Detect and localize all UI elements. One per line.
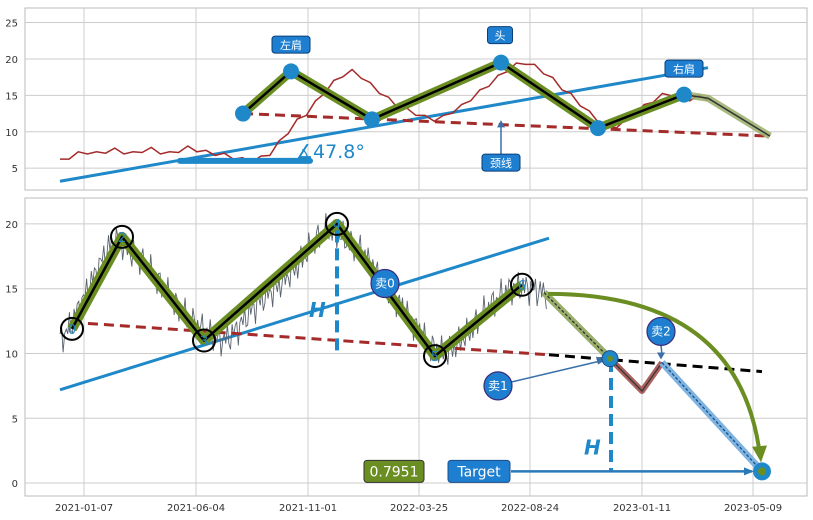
bottom-y-tick-label: 15 (5, 285, 18, 296)
bottom-neckline-extension (548, 353, 763, 374)
target-box (447, 459, 511, 483)
top-label-box (664, 59, 704, 78)
sell-arrow-head (657, 352, 665, 360)
top-neckline (242, 112, 771, 138)
projection-dip-line (609, 358, 663, 392)
sell-arrow-head (596, 356, 606, 365)
bottom-x-tick-label: 2022-03-25 (390, 503, 448, 514)
sell-circle-text: 卖1 (488, 379, 508, 393)
target-connector-head (744, 467, 754, 476)
pivot-circle (60, 316, 84, 341)
pivot-label: 3 (200, 335, 208, 350)
bottom-x-tick-label: 2021-01-07 (55, 503, 113, 514)
target-curve-arrow-head (752, 445, 767, 463)
top-pivot-dot (493, 54, 509, 71)
top-label-text: 左肩 (280, 38, 302, 52)
bottom-pattern-line (70, 222, 523, 358)
bottom-marks: H H 0 2 3 4 5 6 卖1 卖0 卖2 0.7951 Target (59, 211, 771, 483)
top-pivot-dot (235, 105, 251, 122)
bottom-grid (25, 198, 807, 496)
h-height-label: H (309, 298, 326, 322)
angle-label: ∡47.8° (296, 141, 365, 163)
pivot-label: 0 (68, 323, 76, 338)
pivot-label: 6 (518, 279, 526, 294)
bottom-x-tick-label: 2023-01-11 (613, 503, 671, 514)
top-trend-line (59, 66, 709, 183)
top-label-text: 颈线 (490, 156, 512, 170)
sell-circle (370, 268, 400, 299)
top-pivot-dot (676, 86, 692, 103)
top-label-box (487, 26, 513, 45)
value-box-text: 0.7951 (370, 464, 419, 480)
top-pattern-line (242, 61, 685, 130)
sell-circle-text: 卖0 (375, 277, 395, 291)
pivot-circle (325, 211, 349, 236)
pivot-circle (510, 272, 534, 297)
pivot-label: 2 (118, 231, 126, 246)
top-y-tick-label: 10 (5, 128, 18, 139)
target-curve-arrow (547, 291, 762, 457)
bottom-y-tick-label: 20 (5, 220, 18, 231)
top-label-text: 右肩 (673, 62, 695, 76)
neckline-arrow-head (497, 120, 505, 128)
target-box-text: Target (456, 464, 501, 480)
bottom-x-tick-label: 2021-11-01 (279, 503, 337, 514)
projection-band-2 (659, 360, 765, 474)
sell-circle (483, 371, 513, 401)
bottom-y-ticks: 0 5 10 15 20 (5, 220, 18, 490)
value-box (363, 459, 425, 483)
bottom-x-tick-label: 2022-08-24 (501, 503, 559, 514)
bottom-y-tick-label: 5 (12, 414, 18, 425)
top-y-tick-label: 5 (12, 164, 18, 175)
target-point-core (758, 467, 766, 476)
bottom-y-tick-label: 0 (12, 479, 18, 490)
top-pivot-dot (283, 63, 299, 80)
h-height-label: H (584, 436, 601, 460)
top-label-box (271, 35, 311, 54)
bottom-x-tick-label: 2023-05-09 (724, 503, 782, 514)
top-y-tick-label: 15 (5, 91, 18, 102)
sell-arrow (511, 359, 603, 383)
pivot-label: 5 (431, 350, 439, 365)
pivot-label: 4 (333, 218, 341, 233)
top-y-ticks: 5 10 15 20 25 (5, 19, 18, 176)
projection-line-1 (543, 292, 611, 360)
sell-circle (646, 316, 676, 347)
pivot-circle (110, 224, 134, 249)
top-label-box (481, 153, 521, 172)
bottom-x-tick-label: 2021-06-04 (167, 503, 225, 514)
bottom-x-ticks: 2021-01-07 2021-06-04 2021-11-01 2022-03-25… (55, 503, 782, 514)
sell1-marker-core (607, 355, 613, 362)
top-pivot-dot (364, 111, 380, 128)
top-y-tick-label: 25 (5, 19, 18, 30)
top-label-text: 头 (495, 30, 506, 43)
top-projection-line (683, 93, 771, 137)
pivot-circle (423, 344, 447, 369)
sell-circle-text: 卖2 (651, 324, 671, 338)
top-y-tick-label: 20 (5, 55, 18, 66)
pivot-circle (192, 328, 216, 353)
bottom-trend-line (59, 236, 550, 392)
bottom-y-tick-label: 10 (5, 349, 18, 360)
top-pivot-dot (590, 120, 606, 137)
